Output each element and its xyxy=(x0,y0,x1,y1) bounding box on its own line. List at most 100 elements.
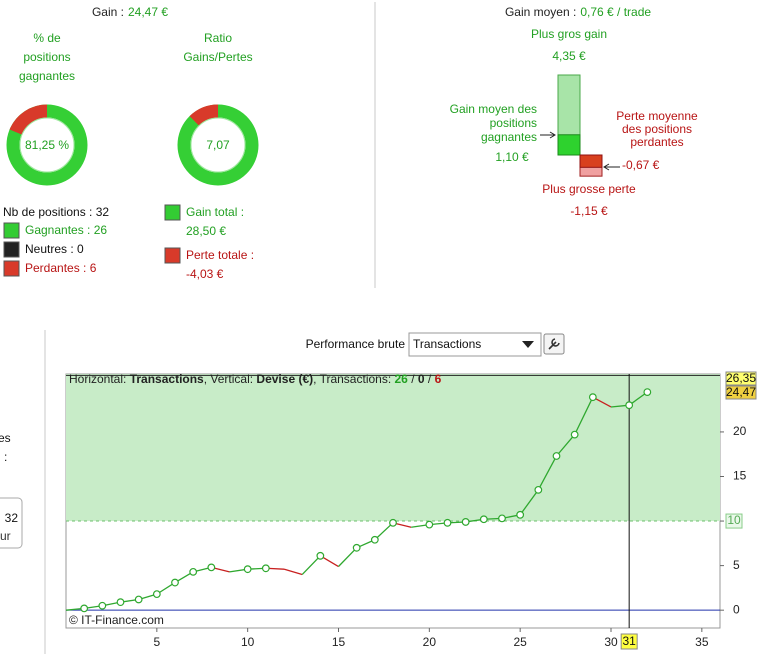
x-tick-label: 30 xyxy=(604,635,618,649)
arrow xyxy=(603,163,620,171)
x-tick-label: 10 xyxy=(241,635,255,649)
legend-swatch xyxy=(3,241,20,258)
line-segment xyxy=(338,547,358,567)
wrench-icon[interactable] xyxy=(548,338,560,350)
x-tick-label: 5 xyxy=(153,635,160,649)
y-tick-label: 15 xyxy=(733,469,747,483)
legend-swatch xyxy=(3,260,20,277)
avg-value: 0,76 € / trade xyxy=(580,5,651,19)
avg-loss-label: Perte moyenne xyxy=(616,109,698,123)
legend-swatch xyxy=(164,247,181,264)
donut-title: Gains/Pertes xyxy=(183,50,252,64)
fragment-text: es xyxy=(0,431,11,445)
point xyxy=(443,518,452,527)
point xyxy=(479,515,488,524)
count-winners: Gagnantes : 26 xyxy=(25,223,107,237)
donut-value: 7,07 xyxy=(206,138,230,152)
donut-title: positions xyxy=(23,50,70,64)
y-tick-label: 20 xyxy=(733,424,747,438)
info-part: Devise (€) xyxy=(256,372,313,386)
line-segment xyxy=(574,396,594,435)
gain-title: Gain : 24,47 € xyxy=(92,5,168,19)
toolbar-label: Performance brute xyxy=(306,337,406,351)
gain-label: Gain : xyxy=(92,5,124,19)
line-segment xyxy=(537,455,558,491)
point xyxy=(352,543,361,552)
avg-gain-title: Gain moyen : 0,76 € / trade xyxy=(505,5,651,19)
donut-title: Ratio xyxy=(204,31,232,45)
fragment-text: : xyxy=(4,450,7,464)
arrow xyxy=(540,131,556,139)
threshold-zone xyxy=(66,374,720,522)
line-segment xyxy=(374,522,394,541)
info-part: / xyxy=(425,372,435,386)
donut-inner xyxy=(19,117,75,173)
donut-inner xyxy=(190,117,246,173)
point xyxy=(461,518,470,526)
select[interactable] xyxy=(408,332,542,357)
point xyxy=(261,564,270,573)
point xyxy=(498,514,506,523)
gain-value: 24,47 € xyxy=(128,5,168,19)
last-tag xyxy=(725,385,757,400)
avg-loss-label: des positions xyxy=(622,122,692,136)
x-tick-label: 15 xyxy=(332,635,346,649)
legend-swatch xyxy=(3,222,20,239)
point xyxy=(534,485,543,494)
line-segment xyxy=(519,489,539,516)
y-tick-label: 5 xyxy=(733,558,740,572)
total-loss-label: Perte totale : xyxy=(186,248,254,262)
avg-gain-label: gagnantes xyxy=(481,130,537,144)
point xyxy=(370,535,379,544)
point xyxy=(189,567,198,576)
count-neutral: Neutres : 0 xyxy=(25,242,84,256)
avg-gain-bar xyxy=(557,134,581,156)
info-part: 0 xyxy=(418,372,425,386)
info-part: Horizontal: xyxy=(69,372,130,386)
point xyxy=(316,551,325,560)
info-part: , Transactions: xyxy=(313,372,394,386)
cursor-tag xyxy=(620,633,638,650)
avg-loss-bar xyxy=(579,154,603,168)
max-loss-value: -1,15 € xyxy=(570,204,608,218)
threshold-tag xyxy=(725,513,743,529)
info-part: Transactions xyxy=(130,372,204,386)
info-line: Horizontal: Transactions, Vertical: Devi… xyxy=(69,372,442,386)
point xyxy=(171,578,179,587)
line-segment xyxy=(556,434,576,457)
point xyxy=(570,430,579,439)
point xyxy=(116,598,125,607)
point xyxy=(588,393,597,402)
point xyxy=(552,452,561,460)
max-tag xyxy=(725,371,757,386)
info-part: 6 xyxy=(435,372,442,386)
total-gain-value: 28,50 € xyxy=(186,224,226,238)
legend-swatch xyxy=(164,204,181,221)
point xyxy=(134,595,143,604)
point xyxy=(152,590,161,599)
info-part: 26 xyxy=(395,372,409,386)
donut-loss-arc xyxy=(189,104,219,126)
donut-title: % de xyxy=(33,31,61,45)
x-tick-label: 25 xyxy=(513,635,527,649)
point xyxy=(643,388,652,396)
select-arrow[interactable] xyxy=(522,341,534,348)
avg-loss-label: perdantes xyxy=(630,135,683,149)
max-gain-value: 4,35 € xyxy=(552,49,586,63)
fragment-box-sub: ur xyxy=(0,529,11,543)
y-tick-label: 0 xyxy=(733,602,740,616)
total-gain-label: Gain total : xyxy=(186,205,244,219)
point xyxy=(425,520,434,529)
count-losers: Perdantes : 6 xyxy=(25,261,97,275)
avg-gain-value: 1,10 € xyxy=(495,150,529,164)
select-value[interactable]: Transactions xyxy=(413,337,481,351)
copyright: © IT-Finance.com xyxy=(69,613,164,627)
info-part: , Vertical: xyxy=(204,372,257,386)
line-segment xyxy=(283,568,303,576)
donut-title: gagnantes xyxy=(19,69,75,83)
donut-value: 81,25 % xyxy=(25,138,69,152)
last-label: 24,47 xyxy=(726,385,756,399)
threshold-label: 10 xyxy=(727,513,741,527)
max-gain-label: Plus gros gain xyxy=(531,27,607,41)
